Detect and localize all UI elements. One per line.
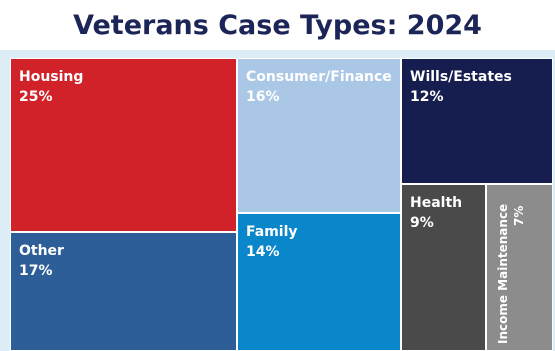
treemap-tile-other: Other 17% [10, 232, 237, 351]
tile-value-label: 12% [410, 87, 512, 107]
tile-label: Family [246, 222, 298, 242]
treemap-tile-wills-estates: Wills/Estates 12% [401, 58, 553, 184]
tile-value-label: 7% [511, 206, 527, 226]
treemap-tile-health: Health 9% [401, 184, 486, 351]
tile-label: Housing [19, 67, 83, 87]
tile-value-label: 17% [19, 261, 64, 281]
tile-label: Other [19, 241, 64, 261]
tile-value-label: 16% [246, 87, 392, 107]
tile-label: Wills/Estates [410, 67, 512, 87]
tile-label: Income Maintenance [496, 204, 510, 344]
tile-value-label: 14% [246, 242, 298, 262]
treemap-tile-housing: Housing 25% [10, 58, 237, 232]
treemap-panel: Housing 25% Other 17% Consumer/Finance 16% Fam… [0, 50, 555, 351]
tile-value-label: 25% [19, 87, 83, 107]
tile-label: Health [410, 193, 462, 213]
treemap-tile-income-maintenance: Income Maintenance 7% [486, 184, 553, 351]
tile-value-label: 9% [410, 213, 462, 233]
tile-label: Consumer/Finance [246, 67, 392, 87]
chart-title: Veterans Case Types: 2024 [0, 0, 555, 50]
treemap-tile-family: Family 14% [237, 213, 401, 351]
treemap-tile-consumer-finance: Consumer/Finance 16% [237, 58, 401, 213]
